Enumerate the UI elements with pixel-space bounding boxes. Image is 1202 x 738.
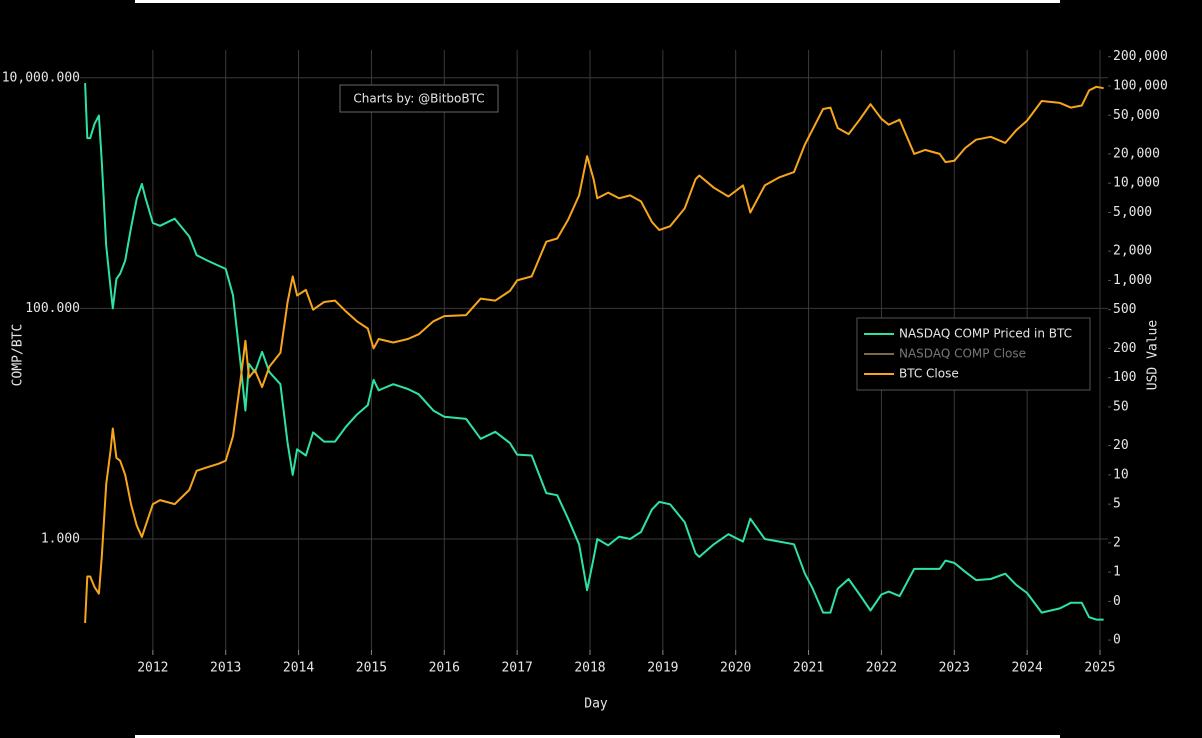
y-axis-title: COMP/BTC — [11, 324, 26, 387]
y2-tick-label: 0 — [1113, 594, 1121, 609]
y2-tick-label: 100,000 — [1113, 78, 1168, 93]
y2-tick-label: 5 — [1113, 497, 1121, 512]
x-tick-label: 2021 — [793, 661, 824, 676]
series-line — [84, 83, 1104, 621]
legend-box — [856, 317, 1091, 391]
x-tick-label: 2023 — [939, 661, 970, 676]
x-tick-label: 2012 — [137, 661, 168, 676]
x-tick-label: 2019 — [647, 661, 678, 676]
y2-tick-label: 1,000 — [1113, 273, 1152, 288]
legend: NASDAQ COMP Priced in BTC NASDAQ COMP Clo… — [864, 327, 1072, 381]
legend-label[interactable]: BTC Close — [899, 367, 959, 381]
y-tick-label: 10,000.000 — [2, 70, 80, 85]
x-tick-label: 2016 — [429, 661, 460, 676]
x-tick-label: 2020 — [720, 661, 751, 676]
y2-tick-label: 100 — [1113, 370, 1136, 385]
y-tick-label: 100.000 — [25, 301, 80, 316]
x-tick-label: 2014 — [283, 661, 314, 676]
annotation-box — [339, 84, 499, 113]
y2-axis-title: USD Value — [1146, 320, 1161, 391]
x-tick-label: 2017 — [501, 661, 532, 676]
bottom-edge — [135, 735, 1060, 738]
y2-tick-label: 2 — [1113, 535, 1121, 550]
grid — [80, 50, 1111, 655]
y2-tick-label: 0 — [1113, 633, 1121, 648]
x-tick-label: 2024 — [1011, 661, 1042, 676]
x-tick-label: 2022 — [866, 661, 897, 676]
annotation: Charts by: @BitboBTC — [353, 92, 484, 106]
y-tick-label: 1.000 — [41, 532, 80, 547]
y2-tick-label: 50,000 — [1113, 108, 1160, 123]
y2-tick-label: 10,000 — [1113, 176, 1160, 191]
x-tick-label: 2018 — [574, 661, 605, 676]
x-tick-label: 2015 — [356, 661, 387, 676]
series-line — [84, 85, 1104, 623]
x-axis-title: Day — [584, 697, 608, 712]
y2-tick-label: 200 — [1113, 341, 1136, 356]
y2-tick-label: 200,000 — [1113, 49, 1168, 64]
y2-tick-label: 5,000 — [1113, 205, 1152, 220]
x-tick-label: 2025 — [1084, 661, 1115, 676]
y2-tick-label: 2,000 — [1113, 244, 1152, 259]
x-tick-label: 2013 — [210, 661, 241, 676]
y2-tick-label: 50 — [1113, 399, 1129, 414]
plot-lines — [84, 83, 1104, 623]
y2-tick-label: 10 — [1113, 467, 1129, 482]
y2-tick-label: 20,000 — [1113, 146, 1160, 161]
y2-tick-label: 20 — [1113, 438, 1129, 453]
y2-tick-label: 500 — [1113, 302, 1136, 317]
legend-label[interactable]: NASDAQ COMP Close — [899, 347, 1026, 361]
top-edge — [135, 0, 1060, 3]
legend-label[interactable]: NASDAQ COMP Priced in BTC — [899, 327, 1072, 341]
y2-tick-label: 1 — [1113, 565, 1121, 580]
axis-labels: 2012 2013 2014 2015 2016 2017 2018 2019 2020 2021… — [2, 49, 1168, 675]
